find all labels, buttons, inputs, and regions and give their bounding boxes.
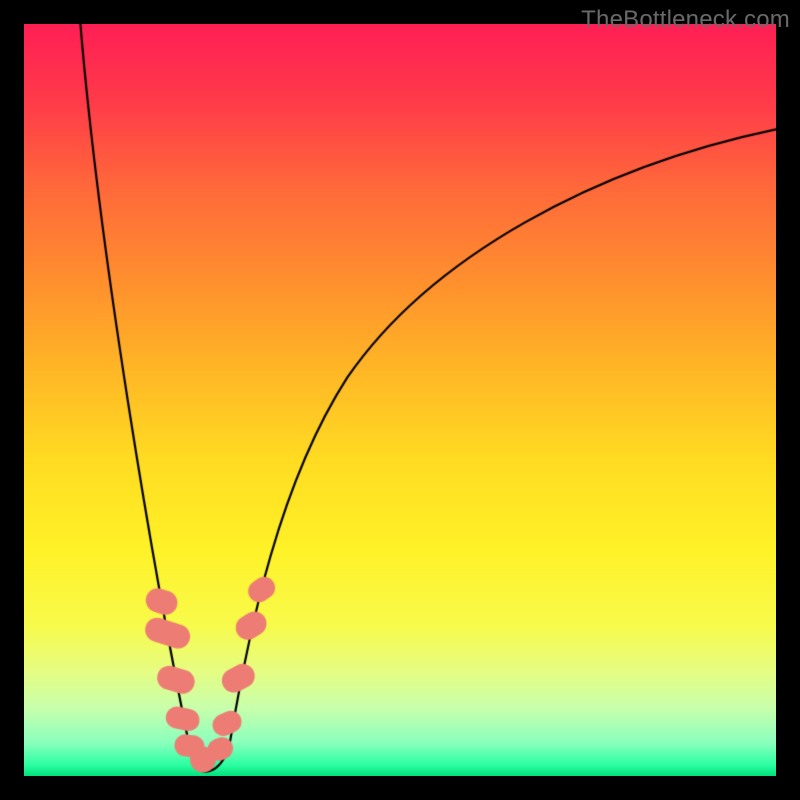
watermark-label: TheBottleneck.com: [581, 6, 790, 34]
bottleneck-curve: [24, 24, 776, 776]
